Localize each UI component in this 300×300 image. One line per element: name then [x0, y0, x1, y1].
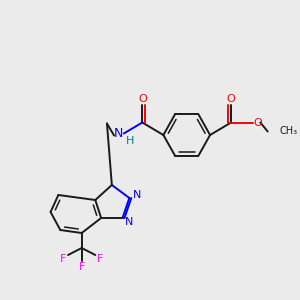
Text: O: O — [227, 94, 236, 104]
Text: N: N — [125, 217, 134, 227]
Text: H: H — [125, 136, 134, 146]
Text: O: O — [253, 118, 262, 128]
Text: F: F — [60, 254, 66, 264]
Text: CH₃: CH₃ — [279, 127, 298, 136]
Text: F: F — [79, 262, 85, 272]
Text: N: N — [133, 190, 141, 200]
Text: F: F — [97, 254, 104, 264]
Text: N: N — [113, 127, 123, 140]
Text: O: O — [138, 94, 147, 104]
